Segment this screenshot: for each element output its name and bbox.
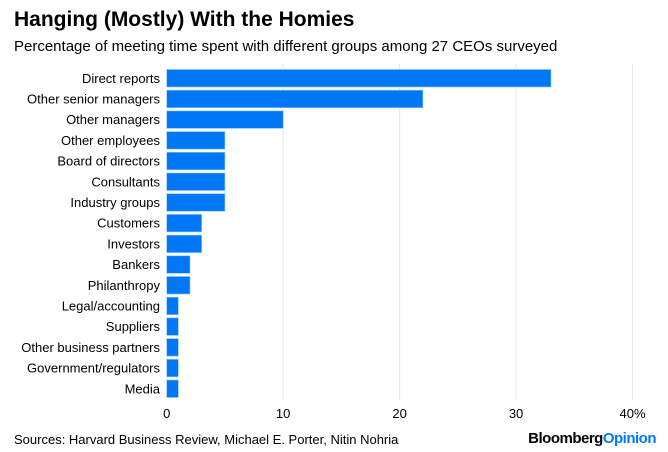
bar	[166, 255, 191, 274]
bar	[166, 338, 179, 357]
category-label: Suppliers	[106, 319, 161, 334]
bar	[166, 131, 226, 150]
category-label: Legal/accounting	[62, 298, 160, 313]
bar	[166, 296, 179, 316]
x-tick-label: 20	[392, 406, 406, 421]
logo-opinion: Opinion	[602, 430, 657, 447]
category-label: Bankers	[112, 257, 160, 272]
bar	[166, 69, 552, 88]
bar	[166, 89, 424, 108]
chart-subtitle: Percentage of meeting time spent with di…	[14, 38, 558, 55]
x-tick-label: 0	[163, 406, 170, 421]
category-label: Customers	[97, 216, 160, 231]
bar	[166, 234, 202, 253]
bar	[166, 379, 179, 398]
x-tick-label: 40%	[619, 406, 645, 421]
bar	[166, 358, 179, 378]
category-label: Other employees	[61, 133, 160, 148]
chart-title: Hanging (Mostly) With the Homies	[14, 8, 355, 31]
category-label: Government/regulators	[27, 361, 160, 376]
bloomberg-opinion-logo: BloombergOpinion	[528, 430, 656, 447]
category-label: Consultants	[91, 174, 160, 189]
x-tick-label: 10	[276, 406, 290, 421]
bar	[166, 317, 179, 336]
logo-bloomberg: Bloomberg	[528, 430, 603, 447]
category-label: Direct reports	[82, 71, 161, 86]
x-tick-label: 30	[509, 406, 523, 421]
source-note: Sources: Harvard Business Review, Michae…	[14, 432, 399, 447]
bar	[166, 214, 202, 233]
category-label: Investors	[107, 236, 160, 251]
category-label: Other business partners	[21, 340, 160, 355]
bar	[166, 172, 226, 191]
bar	[166, 193, 226, 212]
bar	[166, 276, 191, 295]
category-label: Board of directors	[57, 154, 160, 169]
category-label: Other managers	[66, 112, 160, 127]
category-label: Philanthropy	[88, 278, 161, 293]
category-label: Media	[125, 381, 161, 396]
bar	[166, 110, 284, 129]
category-label: Other senior managers	[27, 91, 160, 106]
bar	[166, 152, 226, 171]
category-label: Industry groups	[70, 195, 160, 210]
